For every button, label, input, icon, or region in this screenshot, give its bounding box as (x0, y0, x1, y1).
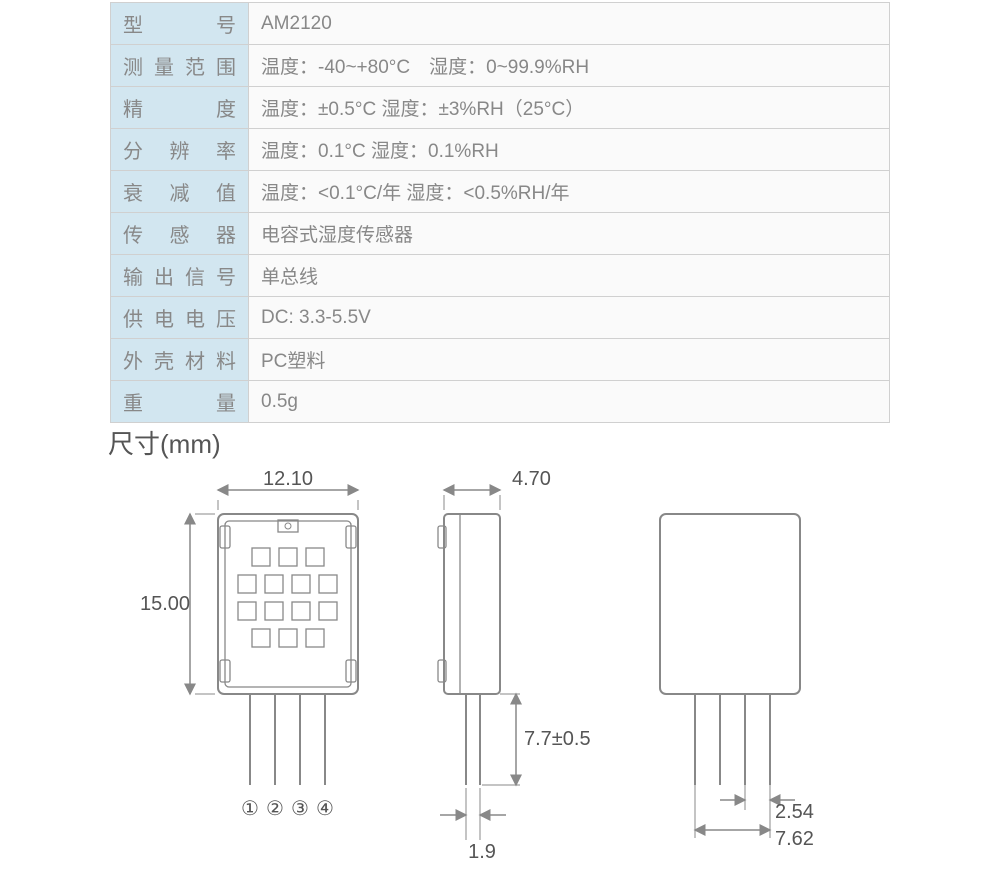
side-width-label: 4.70 (512, 470, 551, 490)
dimension-diagram: 12.10 15.00 (110, 470, 890, 870)
front-height-label: 15.00 (140, 593, 190, 615)
spec-label: 分辨率 (111, 129, 249, 171)
front-view: 12.10 15.00 (140, 470, 358, 820)
pin-length-label: 7.7±0.5 (524, 728, 591, 750)
spec-label: 供电电压 (111, 297, 249, 339)
spec-label: 精度 (111, 87, 249, 129)
pins-span-label: 7.62 (775, 828, 814, 850)
spec-label: 重量 (111, 381, 249, 423)
spec-value: 0.5g (249, 381, 890, 423)
spec-value: DC: 3.3-5.5V (249, 297, 890, 339)
spec-label: 型号 (111, 3, 249, 45)
table-row: 传感器电容式湿度传感器 (111, 213, 890, 255)
spec-label: 传感器 (111, 213, 249, 255)
side-view: 4.70 7.7±0.5 1.9 (438, 470, 591, 863)
spec-value: 温度：<0.1°C/年 湿度：<0.5%RH/年 (249, 171, 890, 213)
spec-value: 温度：0.1°C 湿度：0.1%RH (249, 129, 890, 171)
spec-label: 衰减值 (111, 171, 249, 213)
dimensions-title: 尺寸(mm) (108, 424, 221, 461)
pin-3-label: ③ (291, 798, 309, 820)
front-width-label: 12.10 (263, 470, 313, 490)
spec-value: 电容式湿度传感器 (249, 213, 890, 255)
pin-4-label: ④ (316, 798, 334, 820)
pin-gap-label: 1.9 (468, 841, 496, 863)
table-row: 输出信号单总线 (111, 255, 890, 297)
specification-table: 型号AM2120 测量范围温度：-40~+80°C 湿度：0~99.9%RH 精… (110, 2, 890, 423)
spec-value: 温度：±0.5°C 湿度：±3%RH（25°C） (249, 87, 890, 129)
spec-label: 外壳材料 (111, 339, 249, 381)
pin-2-label: ② (266, 798, 284, 820)
pin-pitch-label: 2.54 (775, 801, 814, 823)
spec-value: 单总线 (249, 255, 890, 297)
back-view: 2.54 7.62 (660, 514, 814, 850)
spec-label: 输出信号 (111, 255, 249, 297)
table-row: 型号AM2120 (111, 3, 890, 45)
pin-1-label: ① (241, 798, 259, 820)
table-row: 测量范围温度：-40~+80°C 湿度：0~99.9%RH (111, 45, 890, 87)
spec-label: 测量范围 (111, 45, 249, 87)
spec-value: 温度：-40~+80°C 湿度：0~99.9%RH (249, 45, 890, 87)
spec-value: PC塑料 (249, 339, 890, 381)
table-row: 供电电压DC: 3.3-5.5V (111, 297, 890, 339)
spec-value: AM2120 (249, 3, 890, 45)
table-row: 外壳材料PC塑料 (111, 339, 890, 381)
table-row: 衰减值温度：<0.1°C/年 湿度：<0.5%RH/年 (111, 171, 890, 213)
spec-table-body: 型号AM2120 测量范围温度：-40~+80°C 湿度：0~99.9%RH 精… (111, 3, 890, 423)
table-row: 分辨率温度：0.1°C 湿度：0.1%RH (111, 129, 890, 171)
table-row: 重量0.5g (111, 381, 890, 423)
table-row: 精度温度：±0.5°C 湿度：±3%RH（25°C） (111, 87, 890, 129)
